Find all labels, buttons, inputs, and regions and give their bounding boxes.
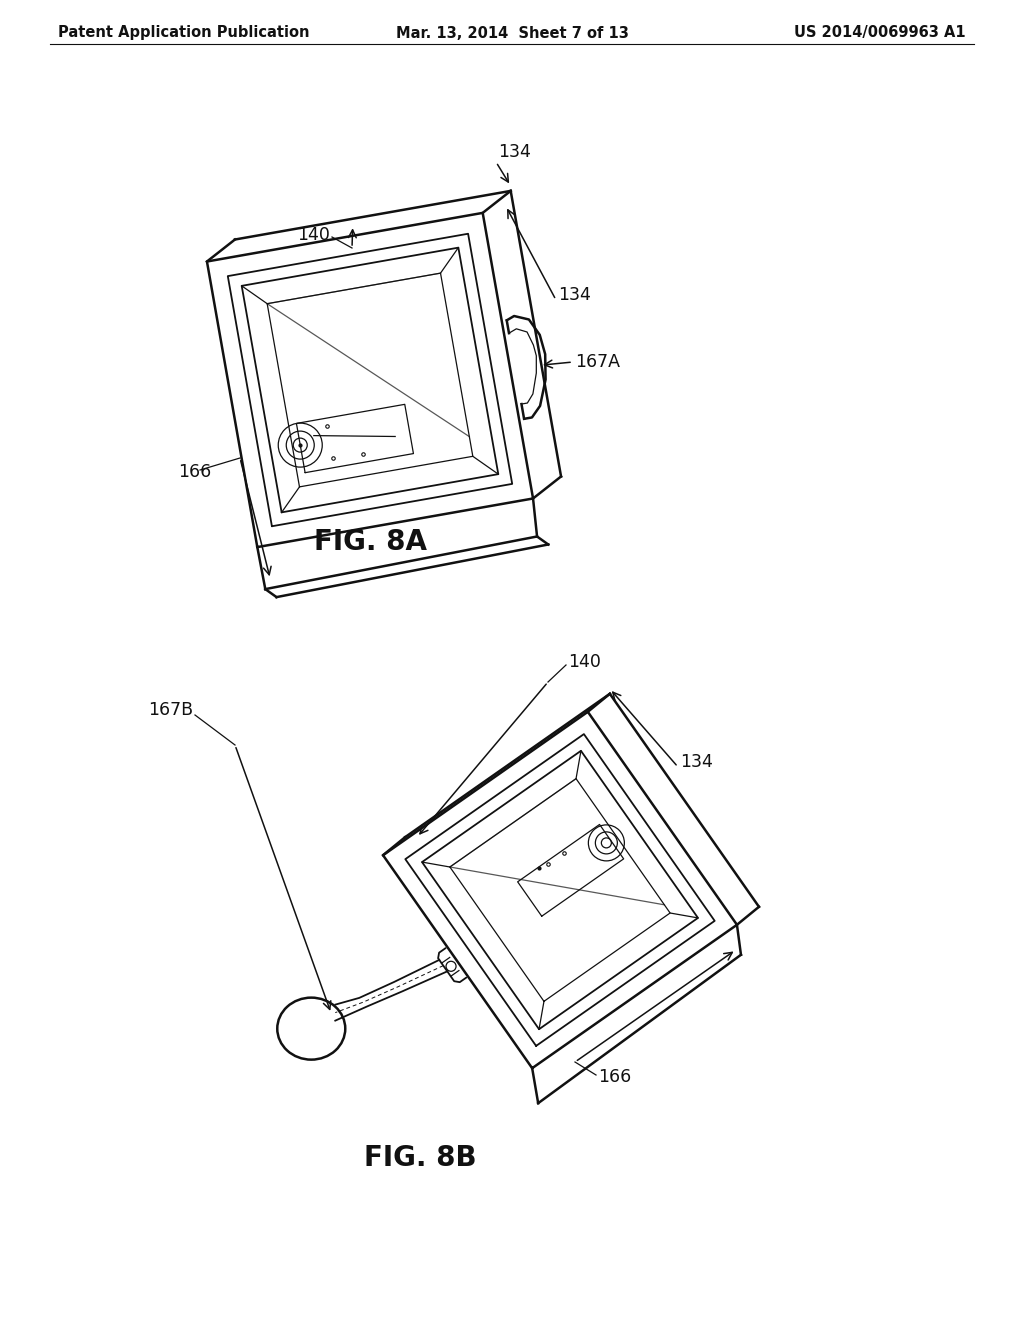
Text: US 2014/0069963 A1: US 2014/0069963 A1	[795, 25, 966, 41]
Text: 166: 166	[178, 463, 211, 480]
Text: 134: 134	[680, 752, 713, 771]
Text: Patent Application Publication: Patent Application Publication	[58, 25, 309, 41]
Text: 167B: 167B	[148, 701, 194, 719]
Text: Mar. 13, 2014  Sheet 7 of 13: Mar. 13, 2014 Sheet 7 of 13	[395, 25, 629, 41]
Text: FIG. 8A: FIG. 8A	[313, 528, 427, 556]
Text: 134: 134	[558, 286, 591, 304]
Text: 167A: 167A	[575, 352, 620, 371]
Text: 166: 166	[598, 1068, 631, 1086]
Text: 134: 134	[498, 143, 530, 161]
Text: 140: 140	[297, 226, 330, 244]
Text: 140: 140	[568, 653, 601, 671]
Text: FIG. 8B: FIG. 8B	[364, 1144, 476, 1172]
